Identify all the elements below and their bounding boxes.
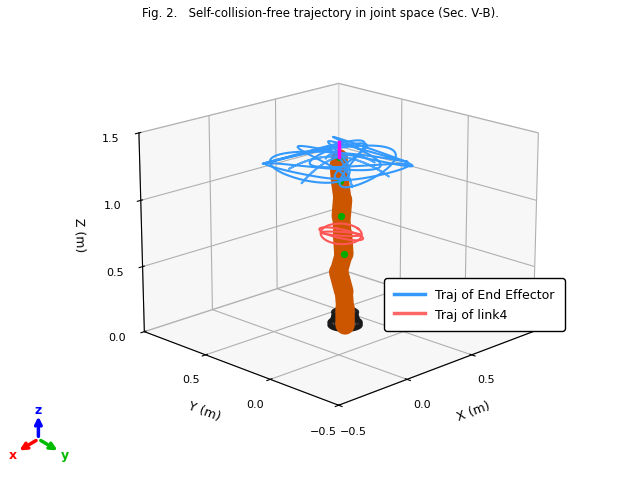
Text: y: y xyxy=(61,448,69,461)
Y-axis label: Y (m): Y (m) xyxy=(186,399,222,423)
Legend: Traj of End Effector, Traj of link4: Traj of End Effector, Traj of link4 xyxy=(384,279,564,331)
Text: z: z xyxy=(35,404,42,417)
Text: x: x xyxy=(9,448,17,461)
X-axis label: X (m): X (m) xyxy=(455,399,492,423)
Text: Fig. 2.   Self-collision-free trajectory in joint space (Sec. V-B).: Fig. 2. Self-collision-free trajectory i… xyxy=(141,7,499,20)
